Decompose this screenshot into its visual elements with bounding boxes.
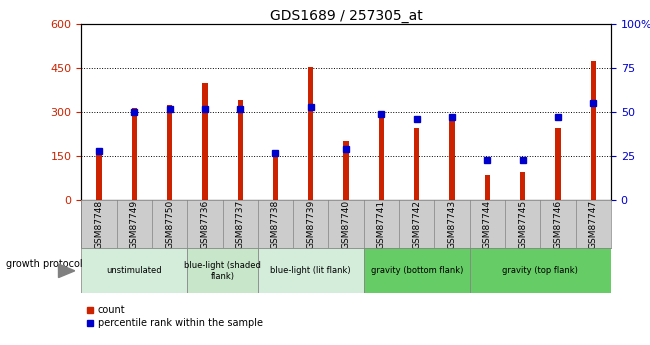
FancyBboxPatch shape <box>364 248 470 293</box>
FancyBboxPatch shape <box>81 248 187 293</box>
Text: GSM87744: GSM87744 <box>483 200 492 249</box>
Text: blue-light (lit flank): blue-light (lit flank) <box>270 266 351 275</box>
Text: GSM87736: GSM87736 <box>200 200 209 249</box>
Polygon shape <box>58 264 75 277</box>
Text: GSM87742: GSM87742 <box>412 200 421 249</box>
Text: GSM87743: GSM87743 <box>448 200 456 249</box>
Text: GSM87745: GSM87745 <box>518 200 527 249</box>
FancyBboxPatch shape <box>187 248 258 293</box>
Text: blue-light (shaded
flank): blue-light (shaded flank) <box>184 261 261 280</box>
Bar <box>449 121 455 200</box>
Text: GSM87748: GSM87748 <box>94 200 103 249</box>
Text: GSM87747: GSM87747 <box>589 200 598 249</box>
Title: GDS1689 / 257305_at: GDS1689 / 257305_at <box>270 9 422 23</box>
Bar <box>131 108 137 200</box>
Text: GSM87740: GSM87740 <box>342 200 350 249</box>
Bar <box>167 105 172 200</box>
Bar <box>202 83 207 200</box>
Legend: count, percentile rank within the sample: count, percentile rank within the sample <box>86 305 263 328</box>
Text: GSM87746: GSM87746 <box>554 200 562 249</box>
Text: GSM87738: GSM87738 <box>271 200 280 249</box>
Text: GSM87739: GSM87739 <box>306 200 315 249</box>
FancyBboxPatch shape <box>470 248 611 293</box>
Bar <box>555 128 561 200</box>
Bar <box>308 67 313 200</box>
Bar <box>379 111 384 200</box>
FancyBboxPatch shape <box>258 248 364 293</box>
Text: unstimulated: unstimulated <box>107 266 162 275</box>
Text: GSM87741: GSM87741 <box>377 200 386 249</box>
Bar <box>485 175 490 200</box>
Bar <box>273 156 278 200</box>
Text: GSM87749: GSM87749 <box>130 200 138 249</box>
Bar <box>343 141 349 200</box>
Bar <box>96 150 101 200</box>
Text: gravity (bottom flank): gravity (bottom flank) <box>370 266 463 275</box>
Text: GSM87737: GSM87737 <box>236 200 244 249</box>
Bar <box>520 172 525 200</box>
Bar <box>591 61 596 200</box>
Bar <box>414 128 419 200</box>
Bar <box>237 100 243 200</box>
Text: gravity (top flank): gravity (top flank) <box>502 266 578 275</box>
Text: GSM87750: GSM87750 <box>165 200 174 249</box>
Text: growth protocol: growth protocol <box>6 259 83 269</box>
